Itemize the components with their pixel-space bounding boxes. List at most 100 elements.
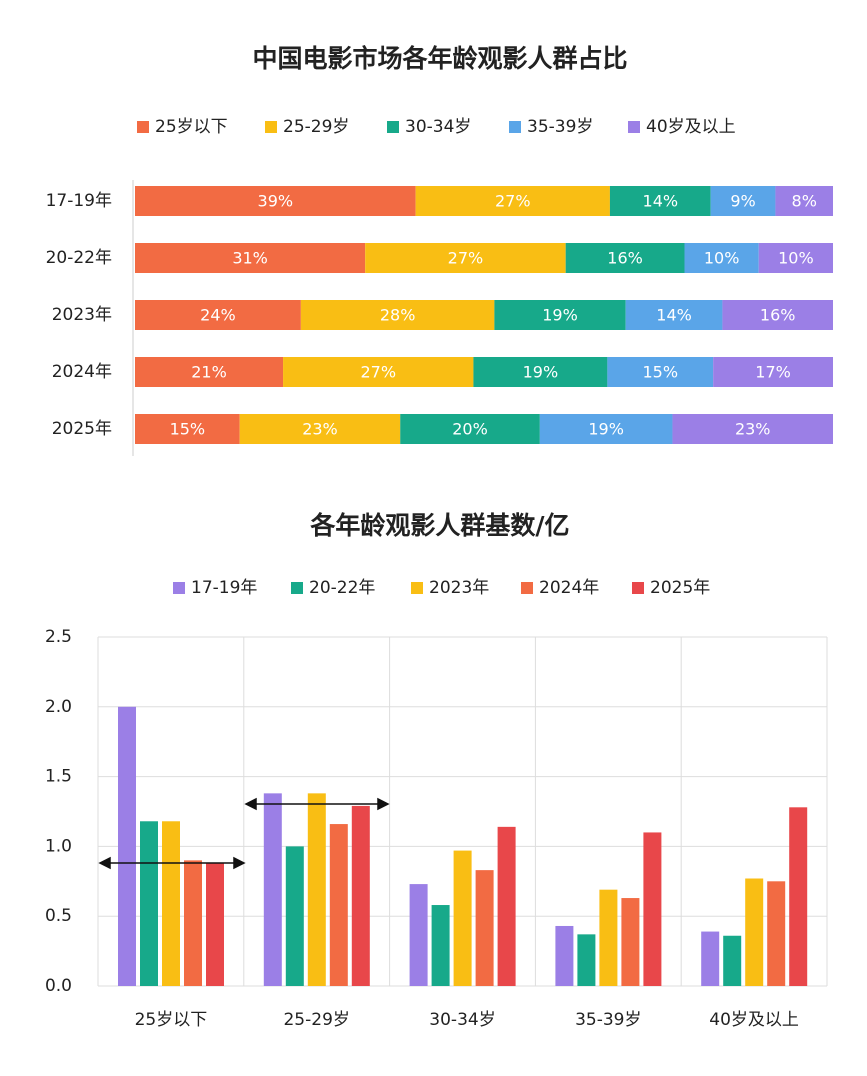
data-label: 15% — [170, 420, 206, 439]
bar — [162, 821, 180, 986]
x-tick-label: 35-39岁 — [575, 1010, 641, 1030]
data-label: 21% — [191, 363, 227, 382]
bar-segment — [283, 357, 474, 387]
legend-label: 35-39岁 — [527, 117, 593, 137]
legend-swatch — [509, 121, 521, 133]
y-tick-label: 17-19年 — [46, 191, 112, 211]
x-tick-label: 30-34岁 — [429, 1010, 495, 1030]
annotation-arrows — [98, 797, 390, 870]
legend-swatch — [265, 121, 277, 133]
bar-segment — [494, 300, 626, 330]
legend-label: 2025年 — [650, 578, 710, 598]
bar-segment — [415, 186, 610, 216]
bar-segment — [607, 357, 714, 387]
y-tick-label: 1.0 — [45, 836, 72, 856]
bar — [307, 793, 326, 986]
bar-segment — [609, 186, 711, 216]
data-label: 27% — [360, 363, 396, 382]
legend-swatch — [173, 582, 185, 594]
bar — [789, 807, 808, 986]
legend-swatch — [291, 582, 303, 594]
legend-label: 2023年 — [429, 578, 489, 598]
data-label: 15% — [642, 363, 678, 382]
bar — [285, 846, 304, 986]
bar-segment — [135, 243, 366, 273]
bar-segment — [473, 357, 608, 387]
bar-segment — [565, 243, 685, 273]
legend-label: 20-22年 — [309, 578, 375, 598]
bar — [263, 793, 282, 986]
legend-swatch — [411, 582, 423, 594]
x-tick-label: 25-29岁 — [283, 1010, 349, 1030]
data-label: 16% — [760, 306, 796, 325]
arrow-head — [244, 797, 390, 811]
data-label: 31% — [232, 249, 268, 268]
y-tick-label: 2024年 — [52, 362, 112, 382]
data-label: 16% — [607, 249, 643, 268]
bar — [329, 824, 348, 986]
bar-segment — [239, 414, 401, 444]
bar — [118, 706, 136, 986]
data-label: 10% — [704, 249, 740, 268]
y-tick-label: 0.5 — [45, 906, 72, 926]
bar — [621, 898, 640, 986]
bar-segment — [758, 243, 833, 273]
bar-segment — [713, 357, 833, 387]
x-tick-label: 25岁以下 — [135, 1010, 208, 1030]
data-label: 8% — [792, 192, 817, 211]
legend-swatch — [521, 582, 533, 594]
data-label: 19% — [542, 306, 578, 325]
bar-segment — [135, 414, 240, 444]
bar — [206, 863, 224, 986]
bar — [723, 935, 742, 986]
bar — [577, 934, 596, 986]
legend-swatch — [387, 121, 399, 133]
bar-segment — [135, 186, 416, 216]
bar-segment — [684, 243, 759, 273]
data-label: 10% — [778, 249, 814, 268]
data-label: 23% — [302, 420, 338, 439]
data-label: 23% — [735, 420, 771, 439]
legend-swatch — [137, 121, 149, 133]
bar — [701, 931, 720, 986]
bar-segment — [672, 414, 833, 444]
bar — [453, 850, 472, 986]
bar-segment — [300, 300, 495, 330]
data-label: 14% — [656, 306, 692, 325]
bar — [140, 821, 158, 986]
y-tick-label: 0.0 — [45, 976, 72, 996]
legend-swatch — [628, 121, 640, 133]
bar — [431, 905, 450, 986]
chart-title: 各年龄观影人群基数/亿 — [309, 511, 569, 540]
legend-label: 25岁以下 — [155, 117, 228, 137]
y-tick-label: 20-22年 — [46, 248, 112, 268]
data-label: 27% — [448, 249, 484, 268]
data-label: 39% — [258, 192, 294, 211]
bar — [351, 805, 370, 986]
data-label: 28% — [380, 306, 416, 325]
bar-segment — [722, 300, 833, 330]
legend-label: 17-19年 — [191, 578, 257, 598]
bar — [745, 878, 764, 986]
data-label: 24% — [200, 306, 236, 325]
data-label: 9% — [730, 192, 755, 211]
legend-label: 2024年 — [539, 578, 599, 598]
y-tick-label: 1.5 — [45, 767, 72, 787]
bar-segment — [710, 186, 776, 216]
data-label: 14% — [643, 192, 679, 211]
bar-segment — [775, 186, 833, 216]
legend-label: 40岁及以上 — [646, 117, 736, 137]
legend-label: 30-34岁 — [405, 117, 471, 137]
data-label: 27% — [495, 192, 531, 211]
bar — [497, 826, 516, 986]
bar — [555, 925, 574, 986]
bar-segment — [400, 414, 540, 444]
bar — [643, 832, 662, 986]
bar — [599, 889, 618, 986]
data-label: 19% — [523, 363, 559, 382]
bar — [409, 884, 428, 986]
x-tick-label: 40岁及以上 — [709, 1010, 799, 1030]
bar-segment — [539, 414, 673, 444]
legend-label: 25-29岁 — [283, 117, 349, 137]
